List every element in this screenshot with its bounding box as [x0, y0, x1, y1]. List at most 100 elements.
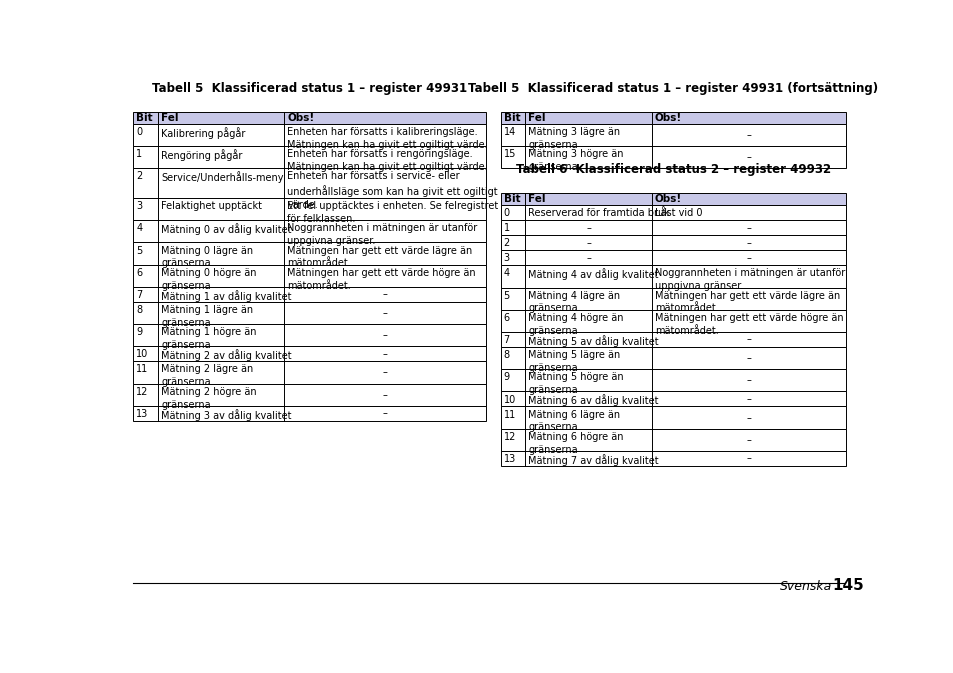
Text: Obs!: Obs! [654, 112, 681, 122]
Text: –: – [382, 409, 387, 419]
Bar [500, 236, 845, 250]
Bar [500, 250, 845, 265]
Text: Felaktighet upptäckt: Felaktighet upptäckt [161, 201, 262, 211]
Text: –: – [382, 330, 387, 341]
Text: Reserverad för framtida bruk: Reserverad för framtida bruk [528, 209, 670, 219]
Text: –: – [745, 334, 751, 345]
Text: 4: 4 [136, 223, 142, 234]
Text: 10: 10 [503, 394, 516, 404]
Text: 6: 6 [136, 268, 142, 278]
Text: Noggrannheten i mätningen är utanför
uppgivna gränser.: Noggrannheten i mätningen är utanför upp… [654, 269, 844, 291]
Bar [133, 220, 485, 242]
Text: Fel: Fel [161, 112, 178, 122]
Text: Bit: Bit [503, 112, 519, 122]
Text: –: – [745, 223, 751, 233]
Text: Tabell 6  Klassificerad status 2 – register 49932: Tabell 6 Klassificerad status 2 – regist… [516, 163, 830, 176]
Text: 5: 5 [136, 246, 142, 256]
Bar [500, 287, 845, 310]
Text: Kalibrering pågår: Kalibrering pågår [161, 127, 245, 139]
Bar [133, 324, 485, 347]
Bar [500, 310, 845, 332]
Bar [133, 302, 485, 324]
Text: Mätning 1 högre än
gränserna: Mätning 1 högre än gränserna [161, 327, 256, 350]
Text: Mätning 4 av dålig kvalitet: Mätning 4 av dålig kvalitet [528, 269, 659, 280]
Text: 14: 14 [503, 127, 516, 137]
Text: 11: 11 [136, 365, 149, 374]
Bar [133, 198, 485, 220]
Text: 145: 145 [831, 578, 863, 593]
Text: 1: 1 [503, 223, 509, 234]
Text: 8: 8 [503, 350, 509, 360]
Bar [500, 429, 845, 451]
Bar [500, 347, 845, 369]
Text: –: – [745, 394, 751, 404]
Text: Mätning 4 högre än
gränserna: Mätning 4 högre än gränserna [528, 313, 623, 336]
Text: Mätning 3 högre än
gränserna: Mätning 3 högre än gränserna [528, 149, 623, 172]
Text: 12: 12 [503, 432, 516, 441]
Text: 7: 7 [503, 335, 509, 345]
Bar [500, 406, 845, 429]
Text: Mätning 3 av dålig kvalitet: Mätning 3 av dålig kvalitet [161, 409, 292, 421]
Text: –: – [382, 308, 387, 318]
Text: –: – [585, 223, 590, 233]
Text: –: – [745, 253, 751, 262]
Text: Mätning 0 högre än
gränserna: Mätning 0 högre än gränserna [161, 268, 256, 291]
Text: Mätning 6 högre än
gränserna: Mätning 6 högre än gränserna [528, 432, 623, 454]
Text: Svenska: Svenska [779, 580, 831, 593]
Text: 2: 2 [136, 172, 142, 182]
Text: Obs!: Obs! [287, 112, 314, 122]
Text: 13: 13 [136, 409, 149, 419]
Text: Mätning 0 lägre än
gränserna: Mätning 0 lägre än gränserna [161, 246, 253, 269]
Text: Mätning 5 högre än
gränserna: Mätning 5 högre än gränserna [528, 372, 623, 395]
Text: Mätningen har gett ett värde lägre än
mätområdet.: Mätningen har gett ett värde lägre än mä… [287, 246, 472, 269]
Text: Mätning 4 lägre än
gränserna: Mätning 4 lägre än gränserna [528, 291, 619, 314]
Text: –: – [745, 454, 751, 464]
Text: –: – [585, 253, 590, 262]
Text: –: – [745, 413, 751, 423]
Text: 8: 8 [136, 305, 142, 315]
Text: Enheten har försatts i rengöringsläge.
Mätningen kan ha givit ett ogiltigt värde: Enheten har försatts i rengöringsläge. M… [287, 149, 488, 172]
Text: 3: 3 [136, 201, 142, 211]
Text: Mätning 2 av dålig kvalitet: Mätning 2 av dålig kvalitet [161, 349, 292, 361]
Text: Mätning 5 lägre än
gränserna: Mätning 5 lägre än gränserna [528, 350, 620, 373]
Bar [133, 361, 485, 384]
Text: 10: 10 [136, 349, 149, 359]
Text: –: – [382, 289, 387, 299]
Text: Mätning 2 högre än
gränserna: Mätning 2 högre än gränserna [161, 387, 256, 409]
Bar [133, 112, 485, 124]
Text: 4: 4 [503, 269, 509, 279]
Text: 9: 9 [503, 372, 509, 382]
Bar [133, 124, 485, 146]
Bar [500, 205, 845, 220]
Text: Mätning 6 lägre än
gränserna: Mätning 6 lägre än gränserna [528, 410, 619, 432]
Text: Obs!: Obs! [654, 194, 681, 204]
Text: Bit: Bit [136, 112, 152, 122]
Bar [500, 112, 845, 124]
Bar [500, 332, 845, 347]
Text: Låst vid 0: Låst vid 0 [654, 209, 701, 219]
Text: Mätning 1 lägre än
gränserna: Mätning 1 lägre än gränserna [161, 305, 253, 328]
Text: –: – [745, 435, 751, 445]
Bar [133, 384, 485, 406]
Text: Mätningen har gett ett värde högre än
mätområdet.: Mätningen har gett ett värde högre än mä… [654, 313, 842, 336]
Text: Bit: Bit [503, 194, 519, 204]
Text: Enheten har försatts i service- eller
underhållsläge som kan ha givit ett ogilti: Enheten har försatts i service- eller un… [287, 172, 497, 209]
Bar [500, 265, 845, 287]
Text: 9: 9 [136, 327, 142, 337]
Text: –: – [745, 376, 751, 386]
Bar [500, 392, 845, 406]
Text: –: – [382, 349, 387, 359]
Text: Mätning 5 av dålig kvalitet: Mätning 5 av dålig kvalitet [528, 335, 659, 347]
Bar [500, 124, 845, 146]
Text: Noggrannheten i mätningen är utanför
uppgivna gränser.: Noggrannheten i mätningen är utanför upp… [287, 223, 477, 246]
Text: 5: 5 [503, 291, 509, 301]
Text: Mätning 1 av dålig kvalitet: Mätning 1 av dålig kvalitet [161, 290, 292, 302]
Text: –: – [745, 353, 751, 363]
Text: –: – [382, 390, 387, 400]
Text: Mätning 3 lägre än
gränserna: Mätning 3 lägre än gränserna [528, 127, 619, 150]
Text: Fel: Fel [528, 194, 545, 204]
Text: Rengöring pågår: Rengöring pågår [161, 149, 242, 161]
Text: –: – [745, 238, 751, 248]
Text: 0: 0 [136, 127, 142, 137]
Text: –: – [382, 367, 387, 378]
